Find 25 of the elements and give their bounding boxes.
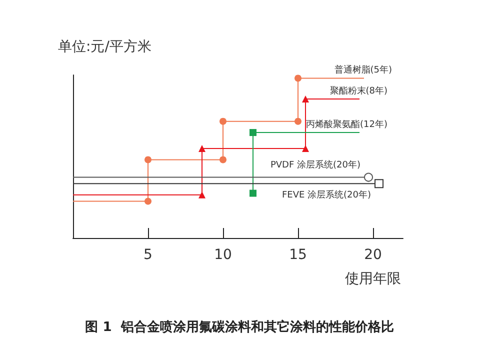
point [374,179,384,188]
series-label: 普通树脂(5年) [334,64,392,76]
point [250,129,256,136]
y-axis-title: 单位:元/平方米 [58,39,152,55]
series-label: 聚酯粉末(8年) [330,85,388,96]
point [144,198,152,205]
series-label: PVDF 涂层系统(20年) [270,159,360,170]
point [302,145,309,152]
point [294,74,302,82]
point [198,145,206,152]
point [294,118,302,125]
x-axis-title: 使用年限 [345,271,401,287]
series-label: 丙烯酸聚氨酯(12年) [306,119,388,130]
point [364,172,373,182]
x-tick-label: 20 [364,247,382,263]
x-tick-label: 15 [289,247,307,263]
point [250,190,256,197]
series-label: FEVE 涂层系统(20年) [282,190,371,201]
point [220,156,226,164]
point [302,95,309,102]
text: 图 1 铝合金喷涂用氟碳涂料和其它涂料的性能价格比 [85,319,394,335]
point [220,118,226,125]
x-tick-label: 10 [214,247,232,263]
point [144,156,152,164]
x-tick-label: 5 [144,247,152,263]
